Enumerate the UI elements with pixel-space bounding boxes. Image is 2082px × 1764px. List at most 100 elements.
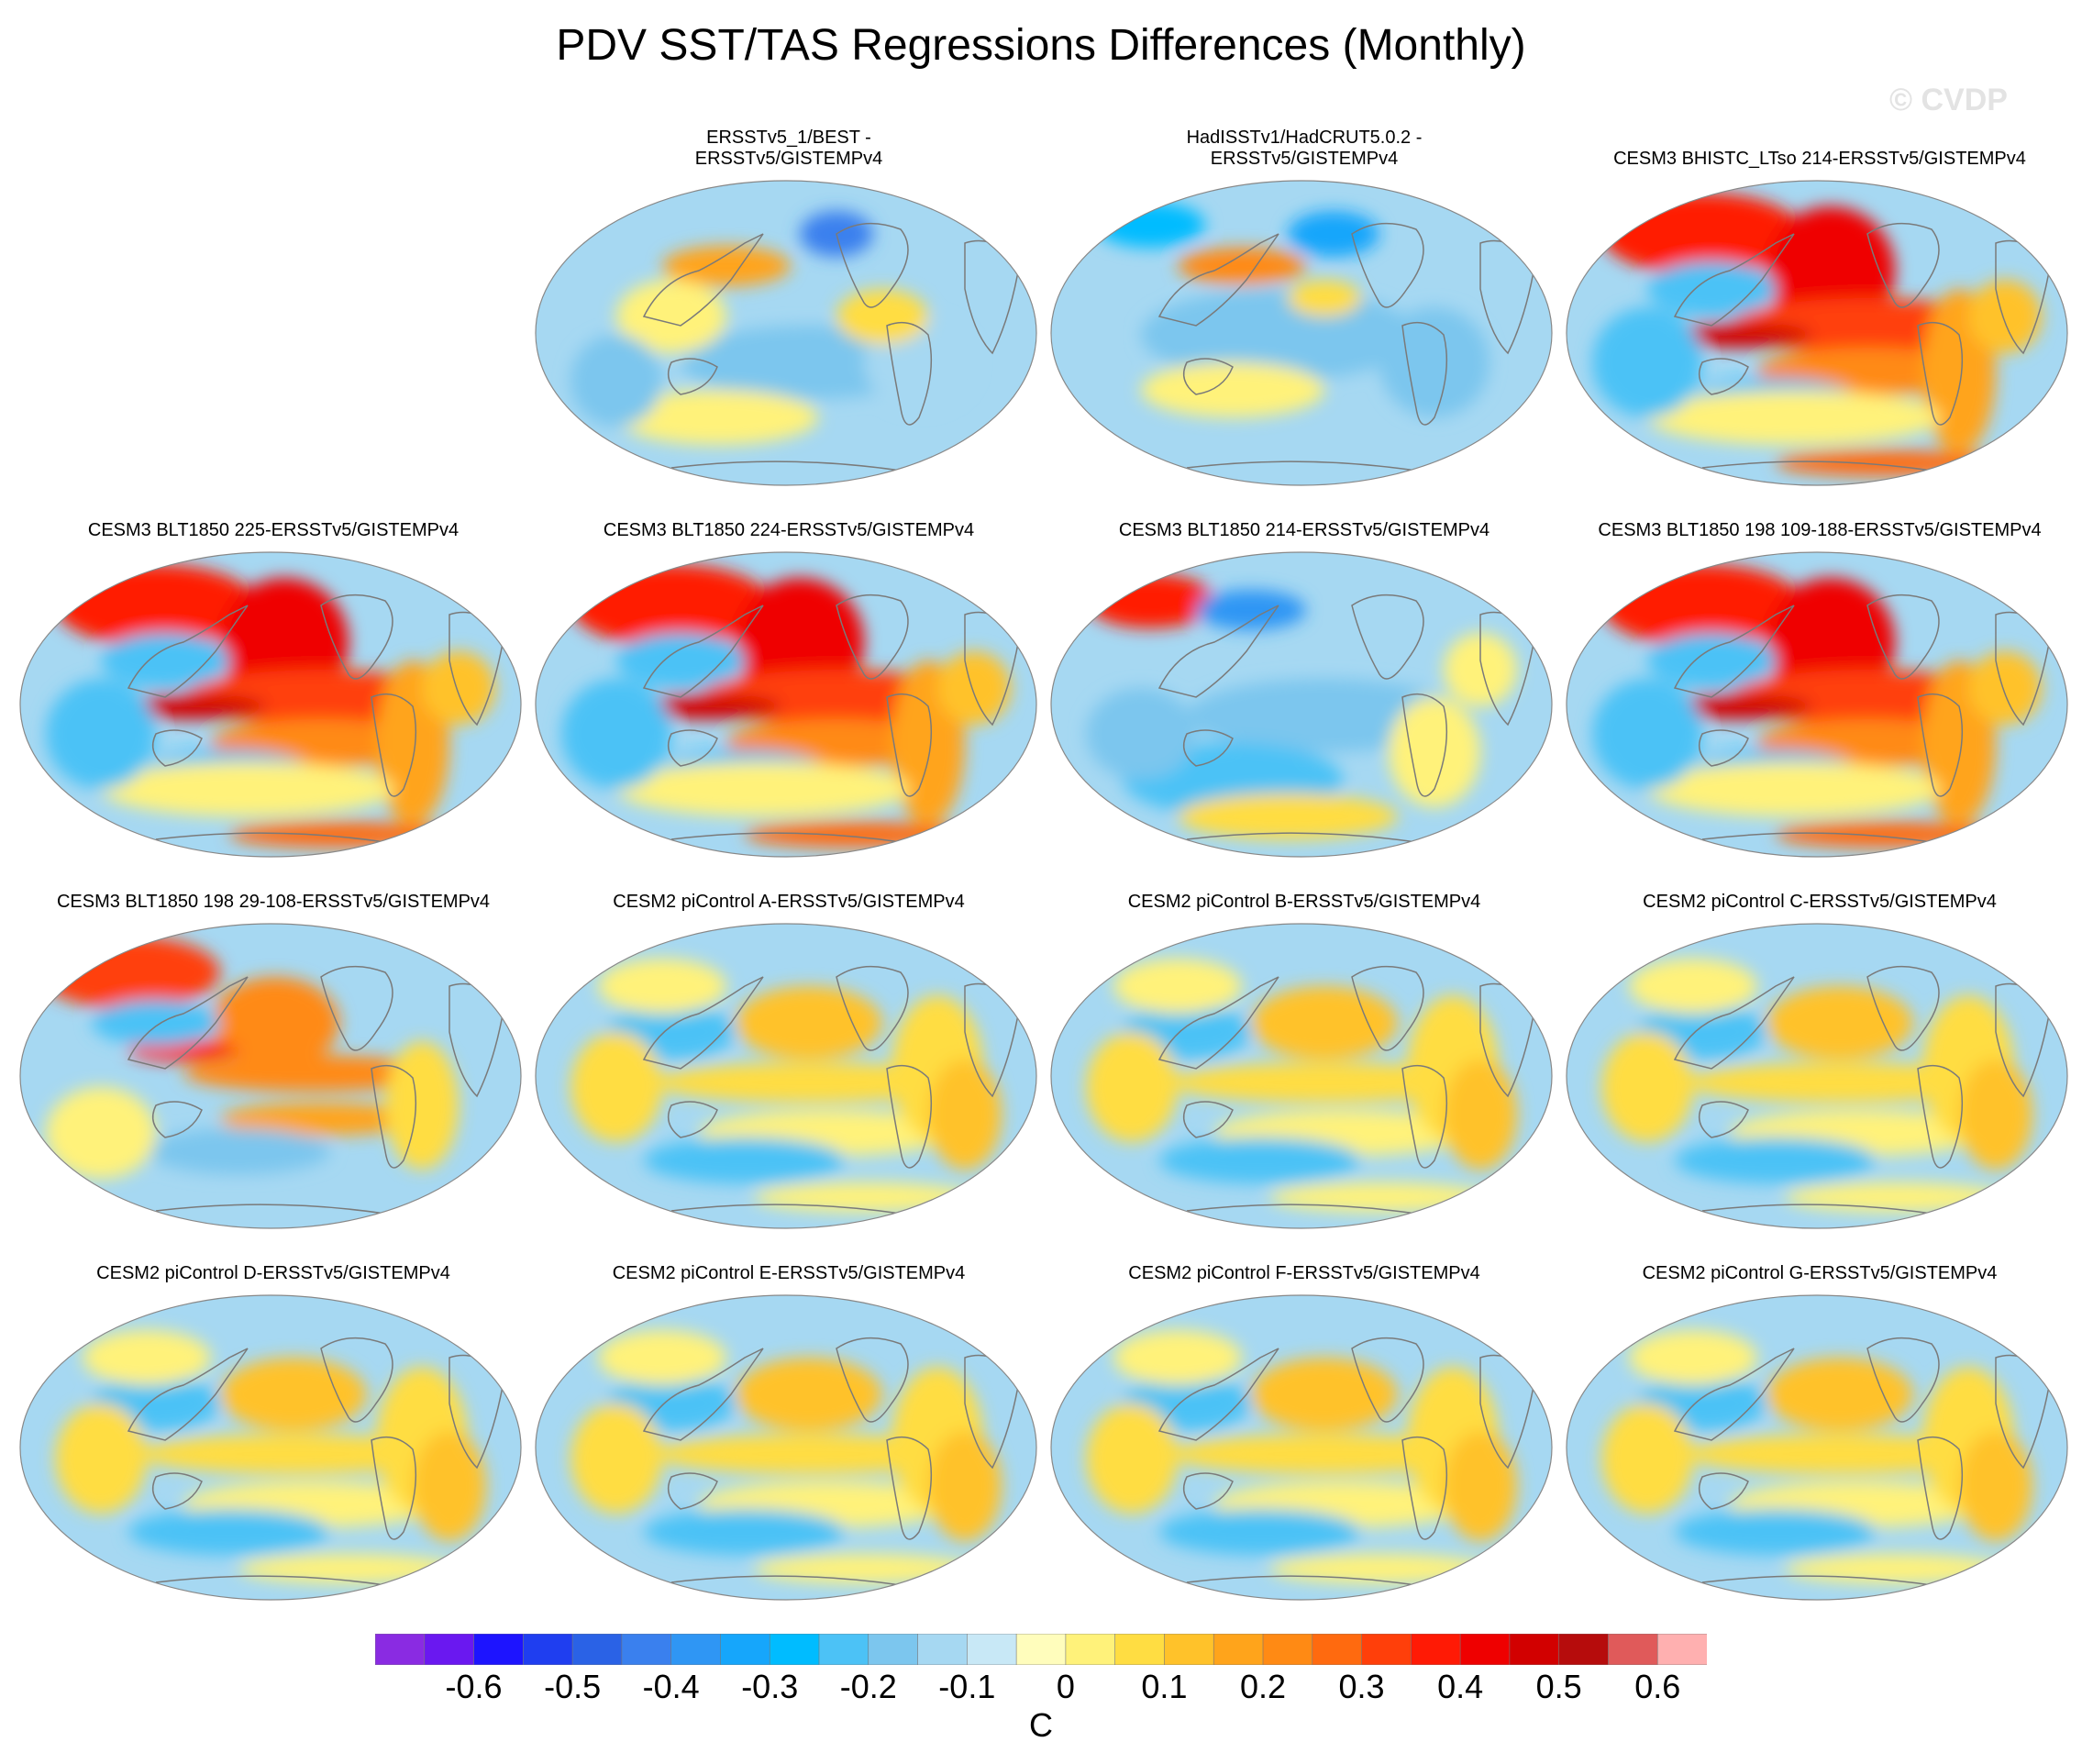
anomaly-region <box>1968 651 2042 725</box>
colorbar-swatch <box>1015 1634 1067 1665</box>
coastline <box>1698 358 1749 395</box>
anomaly-region <box>1776 450 1996 476</box>
anomaly-region <box>1666 693 1812 719</box>
colorbar-swatch <box>1164 1634 1215 1665</box>
anomaly-region <box>1629 1330 1757 1385</box>
anomaly-region <box>1785 1554 2005 1583</box>
coastline <box>320 594 393 680</box>
anomaly-region <box>1959 1431 2032 1541</box>
coastline <box>1157 976 1279 1070</box>
coastline <box>1186 832 1417 843</box>
map-panel: CESM3 BLT1850 214-ERSSTv5/GISTEMPv4 <box>1049 520 1559 858</box>
anomaly-region <box>183 1055 440 1092</box>
coastline <box>1917 693 1964 797</box>
coastline <box>1182 729 1234 767</box>
anomaly-region <box>1766 1358 1913 1431</box>
coastline <box>1401 1436 1448 1540</box>
anomaly-region <box>1196 590 1306 630</box>
coastline <box>155 1575 386 1586</box>
colorbar-swatch <box>375 1634 426 1665</box>
colorbar-swatch <box>868 1634 919 1665</box>
coastline <box>886 1064 933 1169</box>
colorbar-tick-label: 0 <box>1056 1668 1075 1705</box>
coastline <box>670 1575 902 1586</box>
coastline <box>1701 460 1932 472</box>
colorbar-tick-label: 0.6 <box>1634 1668 1681 1705</box>
coastline <box>1186 1575 1417 1586</box>
map-border <box>1050 923 1553 1229</box>
coastline <box>1673 605 1795 698</box>
coastline <box>1401 321 1448 426</box>
coastline <box>1701 1204 1932 1215</box>
anomaly-region <box>616 280 726 353</box>
anomaly-region <box>238 1554 459 1583</box>
colorbar-swatch <box>917 1634 969 1665</box>
panel-title: CESM2 piControl F-ERSSTv5/GISTEMPv4 <box>1128 1263 1480 1283</box>
coastline <box>1673 233 1795 327</box>
anomaly-region <box>635 693 781 719</box>
anomaly-region <box>1647 761 1941 816</box>
anomaly-region <box>616 633 745 688</box>
coastline <box>836 1337 909 1423</box>
anomaly-region <box>229 822 449 848</box>
map-border <box>19 551 522 858</box>
anomaly-region <box>46 1087 156 1179</box>
map-border <box>535 1294 1037 1601</box>
map-border <box>1050 180 1553 486</box>
regression-map <box>19 1294 522 1601</box>
coastline <box>127 605 249 698</box>
panel-title: CESM2 piControl D-ERSSTv5/GISTEMPv4 <box>96 1263 450 1283</box>
map-panel: CESM2 piControl G-ERSSTv5/GISTEMPv4 <box>1565 1263 2075 1601</box>
panel-title: CESM2 piControl C-ERSSTv5/GISTEMPv4 <box>1643 892 1997 912</box>
anomaly-region <box>422 651 495 725</box>
map-panel: CESM2 piControl A-ERSSTv5/GISTEMPv4 <box>534 892 1044 1229</box>
anomaly-region <box>1086 1032 1178 1142</box>
colorbar-swatch <box>818 1634 869 1665</box>
coastline <box>670 1204 902 1215</box>
coastline <box>670 832 902 843</box>
anomaly-region <box>1159 1509 1361 1555</box>
anomaly-region <box>1647 390 1941 445</box>
coastline <box>1186 1204 1417 1215</box>
anomaly-region <box>1269 1182 1490 1212</box>
coastline <box>836 222 909 308</box>
map-panel: CESM3 BHISTC_LTso 214-ERSSTv5/GISTEMPv4 <box>1565 149 2075 486</box>
coastline <box>1351 594 1424 680</box>
colorbar-swatch <box>769 1634 820 1665</box>
regression-map <box>1050 923 1553 1229</box>
colorbar-swatch <box>1558 1634 1610 1665</box>
anomaly-region <box>616 761 910 816</box>
anomaly-region <box>1675 1137 1877 1183</box>
colorbar-tick-label: -0.2 <box>839 1668 897 1705</box>
panel-title: CESM2 piControl A-ERSSTv5/GISTEMPv4 <box>613 892 965 912</box>
panel-title: CESM3 BLT1850 198 29-108-ERSSTv5/GISTEMP… <box>56 892 491 912</box>
coastline <box>320 965 393 1051</box>
colorbar-swatch <box>967 1634 1017 1665</box>
anomaly-region <box>928 1060 1002 1170</box>
map-border <box>535 551 1037 858</box>
coastline <box>1351 1337 1424 1423</box>
anomaly-region <box>1086 1403 1178 1514</box>
anomaly-region <box>1141 362 1324 417</box>
map-border <box>1050 1294 1553 1601</box>
anomaly-region <box>128 1509 330 1555</box>
anomaly-region <box>101 761 394 816</box>
panel-title: ERSSTv5_1/BEST - ERSSTv5/GISTEMPv4 <box>694 128 883 169</box>
map-border <box>1050 551 1553 858</box>
map-panel: HadISSTv1/HadCRUT5.0.2 - ERSSTv5/GISTEMP… <box>1049 128 1559 486</box>
colorbar-swatch <box>1065 1634 1116 1665</box>
map-border <box>1566 551 2068 858</box>
colorbar-swatch <box>523 1634 573 1665</box>
coastline <box>151 1101 203 1138</box>
coastline <box>371 1436 417 1540</box>
map-panel: CESM2 piControl E-ERSSTv5/GISTEMPv4 <box>534 1263 1044 1601</box>
map-panel: CESM2 piControl B-ERSSTv5/GISTEMPv4 <box>1049 892 1559 1229</box>
regression-map <box>1050 1294 1553 1601</box>
regression-map <box>1566 551 2068 858</box>
coastline <box>1182 1472 1234 1510</box>
regression-map <box>535 1294 1037 1601</box>
colorbar-swatch <box>1656 1634 1707 1665</box>
colorbar-swatch <box>1114 1634 1166 1665</box>
anomaly-region <box>1592 307 1702 417</box>
colorbar-swatch <box>424 1634 475 1665</box>
